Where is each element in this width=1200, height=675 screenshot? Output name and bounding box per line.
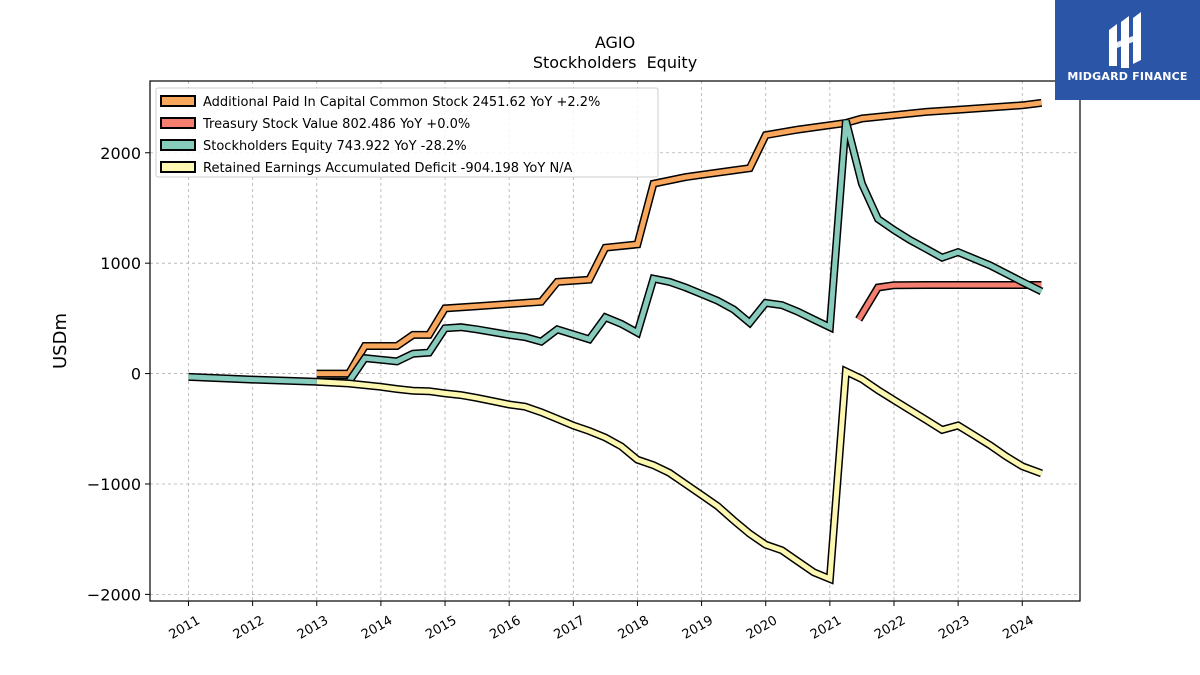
- series-layer: [188, 98, 1044, 585]
- x-tick-label: 2016: [487, 613, 523, 643]
- x-tick-label: 2011: [167, 613, 203, 643]
- y-tick-label: −1000: [87, 475, 141, 494]
- legend-label: Treasury Stock Value 802.486 YoY +0.0%: [202, 117, 470, 132]
- legend: Additional Paid In Capital Common Stock …: [155, 87, 659, 178]
- y-axis-label: USDm: [50, 313, 71, 369]
- x-tick-label: 2024: [1000, 613, 1036, 643]
- chart-subtitle: Stockholders Equity: [533, 53, 697, 72]
- legend-label: Retained Earnings Accumulated Deficit -9…: [203, 161, 573, 176]
- brand-name: MIDGARD FINANCE: [1067, 70, 1188, 83]
- plot-frame: [149, 80, 1081, 602]
- series-line: [856, 282, 1042, 321]
- y-tick-label: 0: [131, 365, 141, 384]
- legend-swatch: [160, 117, 196, 129]
- legend-label: Stockholders Equity 743.922 YoY -28.2%: [203, 139, 467, 154]
- x-tick-label: 2014: [359, 613, 395, 643]
- x-tick-label: 2020: [744, 613, 780, 643]
- legend-label: Additional Paid In Capital Common Stock …: [203, 95, 600, 110]
- y-tick-label: 2000: [100, 144, 141, 163]
- x-tick-label: 2023: [936, 613, 972, 643]
- x-tick-label: 2017: [551, 613, 587, 643]
- series-line: [188, 120, 1043, 385]
- x-tick-label: 2013: [295, 613, 331, 643]
- series-line-outline: [855, 281, 1042, 322]
- legend-swatch: [160, 139, 196, 151]
- legend-frame: [155, 87, 659, 178]
- series-line-outline: [316, 365, 1043, 585]
- x-tick-label: 2015: [423, 613, 459, 643]
- legend-swatch: [160, 95, 196, 107]
- midgard-logo-icon: [1109, 12, 1141, 68]
- brand-logo: MIDGARD FINANCE: [1055, 0, 1200, 100]
- x-tick-label: 2021: [808, 613, 844, 643]
- y-tick-label: 1000: [100, 254, 141, 273]
- legend-swatch: [160, 161, 196, 173]
- x-tick-label: 2018: [616, 613, 652, 643]
- series-line: [316, 100, 1042, 377]
- x-tick-label: 2012: [231, 613, 267, 643]
- x-tick-label: 2019: [680, 613, 716, 643]
- y-tick-label: −2000: [87, 585, 141, 604]
- series-line: [316, 367, 1043, 583]
- x-tick-label: 2022: [872, 613, 908, 643]
- chart-title: AGIO: [595, 33, 635, 52]
